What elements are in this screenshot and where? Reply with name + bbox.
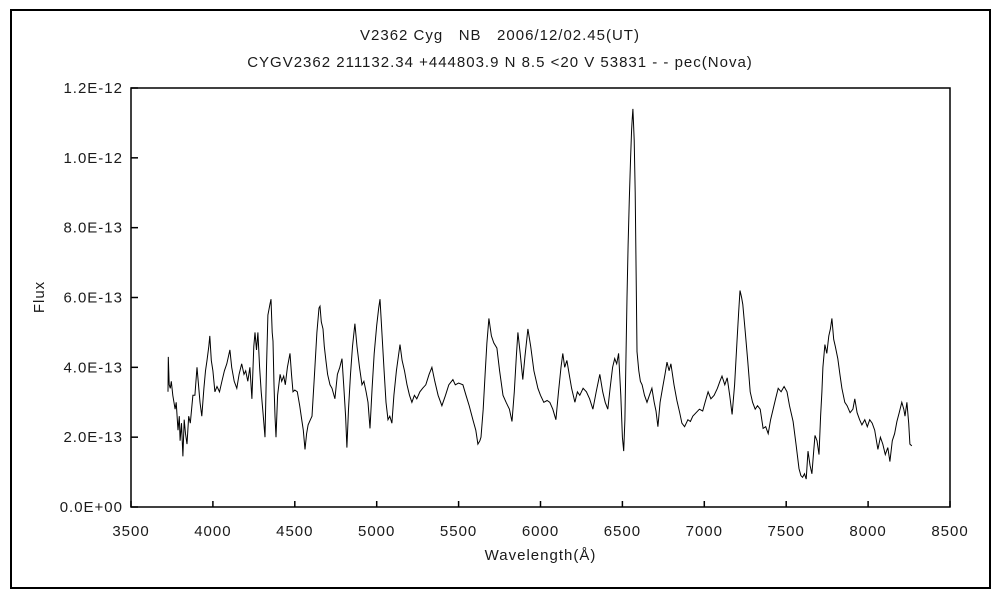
y-tick-label: 2.0E-13 (63, 429, 123, 446)
outer-border-frame (10, 9, 991, 589)
y-tick-label: 6.0E-13 (63, 290, 123, 307)
x-tick-label: 6500 (604, 523, 641, 540)
y-tick-label: 1.2E-12 (63, 80, 123, 97)
x-tick-label: 4500 (276, 523, 313, 540)
x-tick-label: 8500 (931, 523, 968, 540)
plot-frame (130, 87, 951, 508)
y-tick-label: 1.0E-12 (63, 150, 123, 167)
x-tick-label: 4000 (194, 523, 231, 540)
x-tick-label: 7000 (686, 523, 723, 540)
chart-subtitle: CYGV2362 211132.34 +444803.9 N 8.5 <20 V… (247, 54, 753, 71)
x-tick-label: 5000 (358, 523, 395, 540)
x-axis-title: Wavelength(Å) (484, 547, 597, 564)
y-tick-label: 8.0E-13 (63, 220, 123, 237)
y-tick-label: 0.0E+00 (60, 499, 123, 516)
x-tick-label: 8000 (849, 523, 886, 540)
spectrum-line (167, 108, 913, 480)
x-tick-label: 3500 (112, 523, 149, 540)
x-tick-label: 5500 (440, 523, 477, 540)
x-tick-label: 6000 (522, 523, 559, 540)
x-tick-label: 7500 (768, 523, 805, 540)
chart-title: V2362 Cyg NB 2006/12/02.45(UT) (360, 27, 640, 44)
y-tick-label: 4.0E-13 (63, 359, 123, 376)
